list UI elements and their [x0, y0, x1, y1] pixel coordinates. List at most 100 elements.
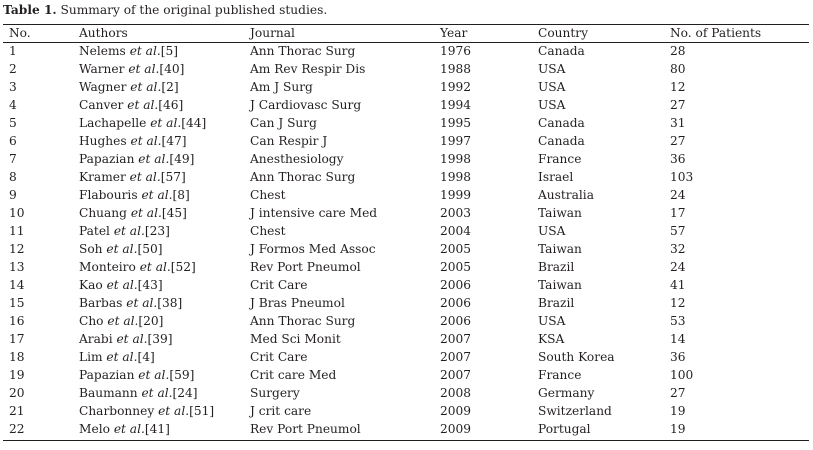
table-row: 8 Kramer et al.[57] Ann Thorac Surg 1998 Isr…: [3, 168, 809, 186]
author-etal: et al.: [141, 386, 173, 400]
cell-patients: 36: [670, 152, 686, 166]
cell-year: 2005: [440, 242, 472, 256]
table-caption-text: Summary of the original published studie…: [56, 3, 328, 17]
author-etal: et al.: [130, 134, 162, 148]
author-etal: et al.: [129, 44, 161, 58]
cell-no: 21: [9, 404, 25, 418]
author-etal: et al.: [141, 188, 173, 202]
table-caption-label: Table 1.: [3, 3, 57, 17]
cell-country: Portugal: [538, 422, 591, 436]
cell-year: 2007: [440, 350, 472, 364]
author-etal: et al.: [107, 314, 139, 328]
cell-no: 3: [9, 80, 17, 94]
cell-patients: 41: [670, 278, 686, 292]
studies-table: No. Authors Journal Year Country No. of …: [3, 25, 809, 438]
author-name: Arabi: [79, 332, 117, 346]
author-name: Kao: [79, 278, 107, 292]
table-top-rule: [3, 24, 809, 25]
cell-no: 4: [9, 98, 17, 112]
cell-country: Israel: [538, 170, 574, 184]
table-row: 4 Canver et al.[46] J Cardiovasc Surg 1994 U…: [3, 96, 809, 114]
author-name: Lachapelle: [79, 116, 151, 130]
author-name: Charbonney: [79, 404, 159, 418]
table-caption: Table 1. Summary of the original publish…: [3, 3, 327, 17]
cell-patients: 24: [670, 188, 686, 202]
cell-patients: 27: [670, 134, 686, 148]
cell-journal: Can J Surg: [250, 116, 317, 130]
cell-year: 1997: [440, 134, 472, 148]
cell-journal: J Cardiovasc Surg: [250, 98, 362, 112]
table-row: 15 Barbas et al.[38] J Bras Pneumol 2006 Bra…: [3, 294, 809, 312]
author-etal: et al.: [130, 206, 162, 220]
author-ref: [23]: [144, 224, 170, 238]
cell-patients: 12: [670, 80, 686, 94]
cell-no: 15: [9, 296, 25, 310]
table-row: 18 Lim et al.[4] Crit Care 2007 South Korea 3…: [3, 348, 809, 366]
cell-no: 14: [9, 278, 25, 292]
cell-year: 1994: [440, 98, 472, 112]
cell-country: USA: [538, 314, 566, 328]
author-ref: [45]: [161, 206, 187, 220]
author-name: Papazian: [79, 368, 139, 382]
cell-journal: J Formos Med Assoc: [250, 242, 376, 256]
author-etal: et al.: [128, 62, 160, 76]
cell-patients: 19: [670, 422, 686, 436]
table-row: 3 Wagner et al.[2] Am J Surg 1992 USA 12: [3, 78, 809, 96]
author-etal: et al.: [127, 98, 159, 112]
cell-year: 2007: [440, 332, 472, 346]
author-name: Soh: [79, 242, 107, 256]
table-row: 7 Papazian et al.[49] Anesthesiology 1998 Fr…: [3, 150, 809, 168]
author-ref: [38]: [157, 296, 183, 310]
author-ref: [50]: [137, 242, 163, 256]
cell-year: 1998: [440, 152, 472, 166]
author-etal: et al.: [106, 350, 138, 364]
cell-journal: J intensive care Med: [250, 206, 378, 220]
cell-patients: 27: [670, 386, 686, 400]
cell-country: Australia: [538, 188, 594, 202]
cell-country: France: [538, 152, 582, 166]
author-etal: et al.: [106, 278, 138, 292]
table-row: 20 Baumann et al.[24] Surgery 2008 Germany 27: [3, 384, 809, 402]
author-ref: [47]: [161, 134, 187, 148]
cell-country: Canada: [538, 134, 585, 148]
cell-no: 6: [9, 134, 17, 148]
author-ref: [40]: [159, 62, 185, 76]
cell-patients: 19: [670, 404, 686, 418]
cell-journal: Anesthesiology: [250, 152, 344, 166]
cell-journal: Chest: [250, 224, 286, 238]
cell-authors: Papazian et al.[59]: [73, 366, 244, 384]
author-name: Canver: [79, 98, 128, 112]
author-etal: et al.: [138, 368, 170, 382]
cell-country: Taiwan: [538, 278, 582, 292]
cell-no: 8: [9, 170, 17, 184]
cell-country: Taiwan: [538, 206, 582, 220]
author-etal: et al.: [126, 296, 158, 310]
cell-authors: Canver et al.[46]: [73, 96, 244, 114]
cell-authors: Wagner et al.[2]: [73, 78, 244, 96]
author-etal: et al.: [113, 224, 145, 238]
cell-journal: Crit care Med: [250, 368, 337, 382]
cell-no: 12: [9, 242, 25, 256]
cell-country: Canada: [538, 44, 585, 58]
cell-authors: Flabouris et al.[8]: [73, 186, 244, 204]
author-ref: [24]: [172, 386, 198, 400]
table-body: 1 Nelems et al.[5] Ann Thorac Surg 1976 Cana…: [3, 42, 809, 438]
cell-journal: Med Sci Monit: [250, 332, 341, 346]
cell-patients: 103: [670, 170, 694, 184]
author-ref: [8]: [172, 188, 190, 202]
table-row: 21 Charbonney et al.[51] J crit care 2009 Sw…: [3, 402, 809, 420]
cell-year: 1988: [440, 62, 472, 76]
author-ref: [51]: [189, 404, 215, 418]
cell-no: 10: [9, 206, 25, 220]
cell-authors: Arabi et al.[39]: [73, 330, 244, 348]
cell-year: 1998: [440, 170, 472, 184]
table-row: 13 Monteiro et al.[52] Rev Port Pneumol 200…: [3, 258, 809, 276]
author-ref: [46]: [158, 98, 184, 112]
cell-journal: J Bras Pneumol: [250, 296, 345, 310]
header-year: Year: [440, 26, 468, 40]
author-name: Kramer: [79, 170, 130, 184]
author-name: Barbas: [79, 296, 127, 310]
cell-journal: Crit Care: [250, 350, 308, 364]
cell-patients: 17: [670, 206, 686, 220]
header-journal: Journal: [250, 26, 295, 40]
